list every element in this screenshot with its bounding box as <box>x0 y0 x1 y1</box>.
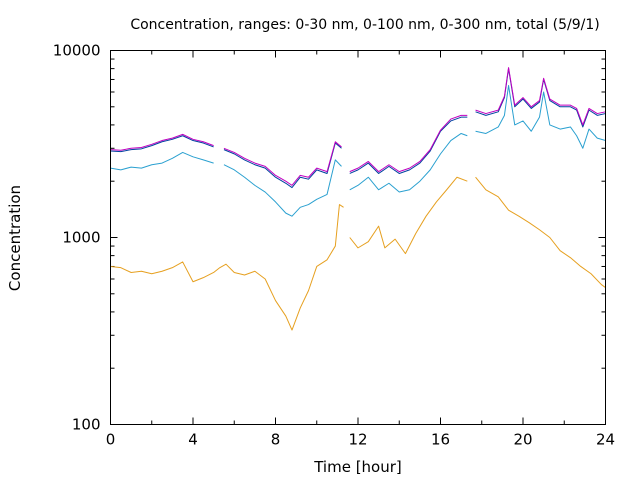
x-tick-label: 12 <box>348 431 367 449</box>
chart-title: Concentration, ranges: 0-30 nm, 0-100 nm… <box>130 17 599 33</box>
y-axis-label: Concentration <box>6 185 24 291</box>
x-tick-label: 20 <box>513 431 532 449</box>
plot-area <box>110 67 606 331</box>
x-axis-label: Time [hour] <box>313 458 402 476</box>
series-line-1 <box>110 176 606 331</box>
y-tick-label: 1000 <box>62 229 100 247</box>
series-line-4 <box>110 67 606 186</box>
x-tick-label: 24 <box>596 431 615 449</box>
axis-ticks: 0 4 8 12 16 20 24 100 1000 10000 <box>53 42 615 449</box>
x-tick-label: 16 <box>431 431 450 449</box>
plot-frame <box>110 50 606 425</box>
x-tick-label: 0 <box>106 431 116 449</box>
series-line-3 <box>110 68 606 189</box>
y-tick-label: 100 <box>72 416 101 434</box>
x-tick-label: 8 <box>271 431 281 449</box>
series-line-2 <box>110 84 606 217</box>
x-tick-label: 4 <box>188 431 198 449</box>
y-tick-label: 10000 <box>53 42 101 60</box>
